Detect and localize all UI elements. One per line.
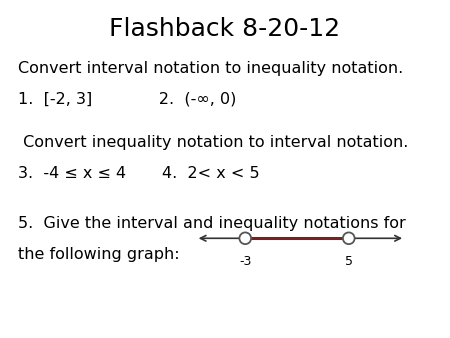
Text: the following graph:: the following graph:	[18, 247, 180, 262]
Ellipse shape	[343, 233, 355, 244]
Ellipse shape	[239, 233, 251, 244]
Text: -3: -3	[239, 255, 252, 268]
Text: 3.  -4 ≤ x ≤ 4       4.  2< x < 5: 3. -4 ≤ x ≤ 4 4. 2< x < 5	[18, 166, 260, 180]
Text: Convert interval notation to inequality notation.: Convert interval notation to inequality …	[18, 61, 403, 76]
Text: 5: 5	[345, 255, 353, 268]
Text: 5.  Give the interval and inequality notations for: 5. Give the interval and inequality nota…	[18, 216, 406, 231]
Text: Flashback 8-20-12: Flashback 8-20-12	[109, 17, 341, 41]
Text: Convert inequality notation to interval notation.: Convert inequality notation to interval …	[18, 135, 409, 150]
Text: 1.  [-2, 3]             2.  (-∞, 0): 1. [-2, 3] 2. (-∞, 0)	[18, 91, 236, 106]
